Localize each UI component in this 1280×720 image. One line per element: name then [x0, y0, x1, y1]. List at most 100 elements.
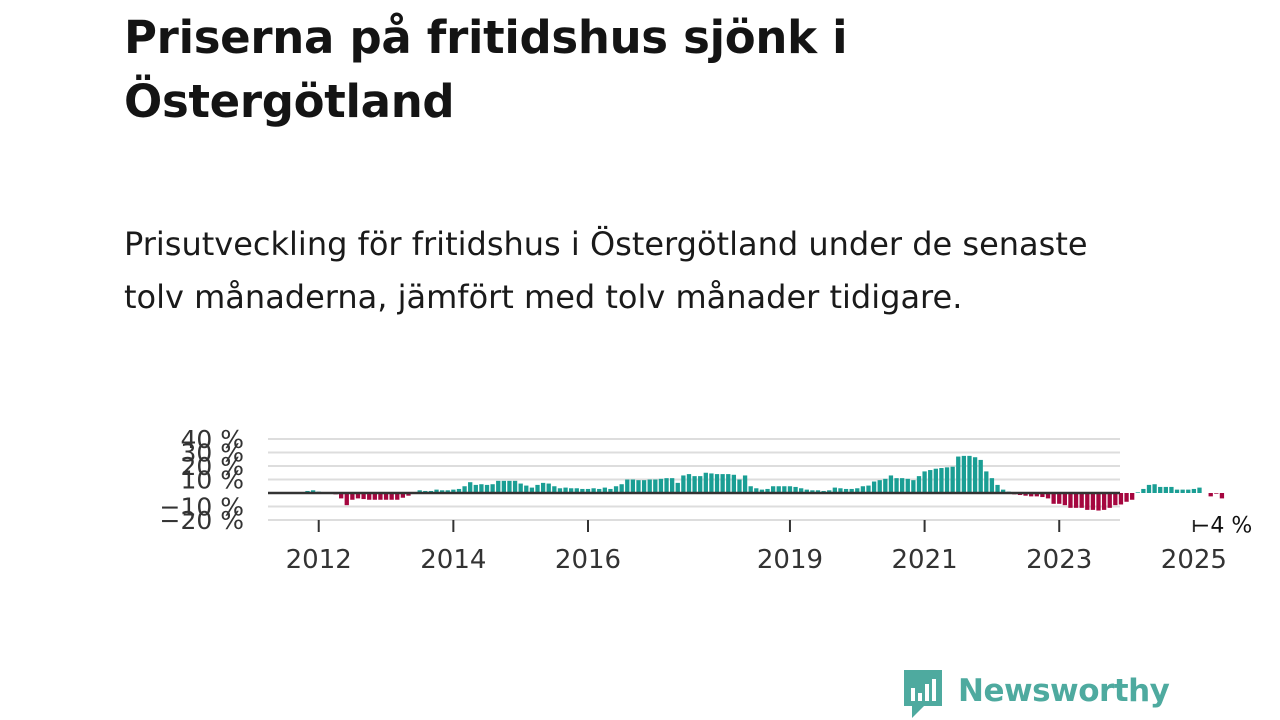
bar — [894, 478, 899, 493]
bar — [871, 481, 877, 493]
bar — [815, 490, 821, 493]
bar — [591, 488, 596, 493]
bar — [692, 476, 697, 493]
bar — [1130, 493, 1135, 500]
bar — [664, 478, 669, 493]
bar — [804, 489, 809, 493]
bar — [507, 480, 512, 493]
bar — [883, 478, 888, 493]
bar — [1062, 493, 1067, 506]
x-tick-label: 2019 — [757, 545, 823, 575]
bar — [900, 478, 905, 493]
bar — [367, 493, 372, 500]
bar — [1219, 493, 1225, 499]
bar — [1073, 493, 1079, 508]
bar — [1023, 493, 1028, 496]
bar — [1141, 488, 1146, 493]
bar — [911, 480, 916, 493]
y-tick-label: 40 % — [180, 425, 244, 454]
bar — [782, 486, 787, 493]
bar — [597, 488, 602, 493]
bar — [647, 479, 652, 493]
bar — [933, 468, 938, 493]
bar — [742, 475, 748, 493]
bar — [529, 487, 535, 493]
bar — [877, 480, 882, 493]
bar — [630, 479, 636, 493]
bar — [939, 468, 944, 493]
bar — [860, 486, 866, 493]
bar — [1096, 493, 1101, 511]
bar — [1152, 484, 1157, 493]
bar — [344, 493, 349, 506]
bar — [496, 480, 501, 493]
bar — [989, 478, 995, 493]
bar — [563, 487, 568, 493]
bar — [613, 486, 619, 493]
bar — [1090, 493, 1096, 510]
bar — [462, 486, 467, 493]
bar — [709, 473, 714, 493]
bar — [524, 485, 529, 493]
y-tick-label: −10 % — [160, 493, 244, 522]
x-tick-label: 2023 — [1026, 545, 1092, 575]
bar — [490, 484, 495, 493]
bar — [1057, 493, 1062, 504]
bar — [350, 493, 355, 500]
bar — [928, 470, 933, 493]
bar — [961, 455, 967, 493]
y-tick-label: −20 % — [160, 506, 244, 535]
bar — [417, 490, 422, 493]
bar — [546, 483, 551, 493]
bar — [1029, 493, 1034, 497]
bar — [1146, 484, 1152, 493]
bar — [972, 457, 978, 493]
bar — [1191, 488, 1197, 493]
bar — [793, 486, 798, 493]
bar — [451, 489, 456, 493]
bar — [731, 474, 737, 493]
bar — [1113, 493, 1118, 506]
bar — [653, 479, 658, 493]
bar-chart: 40 %30 %20 %10 %−10 %−20 % 2012 2014 2016 2… — [160, 425, 1253, 575]
bar — [748, 486, 753, 493]
bar — [569, 488, 574, 493]
bar — [310, 490, 316, 493]
bar — [473, 484, 478, 493]
bar — [1101, 493, 1107, 510]
bar — [439, 490, 445, 493]
bar — [799, 488, 804, 493]
bar — [1158, 486, 1163, 493]
bar — [1040, 493, 1045, 498]
x-tick-label: 2021 — [892, 545, 958, 575]
bar — [1124, 493, 1129, 502]
y-tick-label: 10 % — [180, 466, 244, 495]
bar — [456, 488, 462, 493]
bar — [1214, 493, 1219, 494]
bar — [512, 480, 518, 493]
bar — [838, 488, 843, 493]
bar — [1186, 489, 1191, 493]
bar — [855, 488, 860, 493]
bar — [339, 493, 344, 499]
bar — [1107, 493, 1112, 508]
bar — [765, 488, 770, 493]
bar — [445, 490, 450, 493]
bar — [686, 474, 692, 493]
bar — [832, 487, 837, 493]
bar — [501, 480, 506, 493]
bar — [698, 476, 703, 493]
bar — [759, 489, 765, 493]
bar — [984, 471, 989, 493]
y-tick-label: 20 % — [180, 452, 244, 481]
bar — [389, 493, 394, 500]
bar — [395, 493, 400, 500]
bar — [361, 493, 366, 500]
bar — [995, 484, 1000, 493]
bar — [1163, 486, 1168, 493]
bar — [726, 474, 731, 493]
bar — [950, 466, 955, 493]
bar — [625, 479, 630, 493]
bar — [636, 480, 641, 493]
bar — [1000, 489, 1006, 493]
